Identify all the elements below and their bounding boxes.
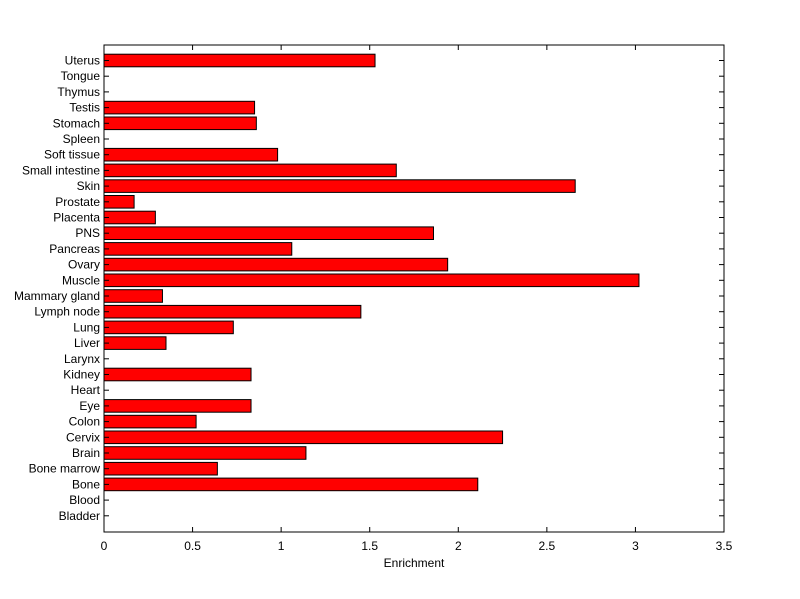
y-tick-label-stomach: Stomach xyxy=(53,116,100,130)
bar-bone-marrow xyxy=(103,461,218,476)
bar-pancreas xyxy=(103,242,293,256)
y-tick-label-bone-marrow: Bone marrow xyxy=(29,462,101,476)
y-tick-label-mammary-gland: Mammary gland xyxy=(14,289,100,303)
bar-testis xyxy=(103,100,256,115)
bar-soft-tissue xyxy=(103,147,279,162)
y-tick-label-small-intestine: Small intestine xyxy=(22,163,100,177)
bar-stomach xyxy=(103,116,257,131)
y-tick-label-spleen: Spleen xyxy=(63,132,100,146)
y-tick-label-muscle: Muscle xyxy=(62,273,100,287)
bar-lung xyxy=(103,320,234,335)
bar-skin xyxy=(103,179,576,193)
x-tick-label-2: 1 xyxy=(278,539,285,553)
bar-uterus xyxy=(103,53,376,68)
bar-liver xyxy=(103,336,167,350)
y-tick-label-uterus: Uterus xyxy=(65,54,100,68)
y-tick-label-eye: Eye xyxy=(79,399,100,413)
bar-colon xyxy=(103,414,197,429)
y-tick-label-lung: Lung xyxy=(73,320,100,334)
x-ticks-group: 0 0.5 1 1.5 2 2.5 3 3.5 xyxy=(101,45,733,553)
x-tick-label-4: 2 xyxy=(455,539,462,553)
x-tick-label-6: 3 xyxy=(632,539,639,553)
plot-frame xyxy=(103,44,725,533)
y-tick-label-ovary: Ovary xyxy=(68,258,100,272)
x-axis-label: Enrichment xyxy=(384,556,445,570)
bar-muscle xyxy=(103,273,640,288)
y-tick-label-tongue: Tongue xyxy=(61,69,101,83)
bar-cervix xyxy=(103,430,504,445)
y-tick-label-brain: Brain xyxy=(72,446,100,460)
y-tick-label-blood: Blood xyxy=(69,493,100,507)
x-tick-label-1: 0.5 xyxy=(184,539,201,553)
y-tick-label-soft-tissue: Soft tissue xyxy=(44,148,100,162)
bar-kidney xyxy=(103,367,252,382)
y-tick-label-larynx: Larynx xyxy=(64,352,100,366)
bar-placenta xyxy=(103,210,156,225)
y-tick-label-lymph-node: Lymph node xyxy=(34,305,100,319)
y-tick-label-skin: Skin xyxy=(77,179,100,193)
x-tick-label-0: 0 xyxy=(101,539,108,553)
bar-mammary-gland xyxy=(103,289,163,303)
bar-eye xyxy=(103,399,252,413)
y-tick-label-cervix: Cervix xyxy=(66,430,100,444)
y-tick-label-placenta: Placenta xyxy=(53,211,100,225)
bar-small-intestine xyxy=(103,163,397,178)
y-tick-label-colon: Colon xyxy=(69,415,100,429)
y-tick-label-liver: Liver xyxy=(74,336,100,350)
y-tick-label-thymus: Thymus xyxy=(57,85,100,99)
bar-lymph-node xyxy=(103,304,362,319)
y-tick-label-pancreas: Pancreas xyxy=(49,242,100,256)
x-tick-label-5: 2.5 xyxy=(539,539,556,553)
y-tick-label-kidney: Kidney xyxy=(63,368,100,382)
x-tick-label-3: 1.5 xyxy=(361,539,378,553)
y-tick-label-heart: Heart xyxy=(71,383,101,397)
bar-bone xyxy=(103,477,479,492)
y-tick-label-bone: Bone xyxy=(72,477,100,491)
y-tick-label-bladder: Bladder xyxy=(59,509,100,523)
y-tick-label-pns: PNS xyxy=(75,226,100,240)
y-tick-label-prostate: Prostate xyxy=(55,195,100,209)
bar-brain xyxy=(103,446,307,460)
x-tick-label-7: 3.5 xyxy=(716,539,733,553)
y-tick-label-testis: Testis xyxy=(69,101,100,115)
bar-pns xyxy=(103,226,434,240)
bar-ovary xyxy=(103,257,449,272)
